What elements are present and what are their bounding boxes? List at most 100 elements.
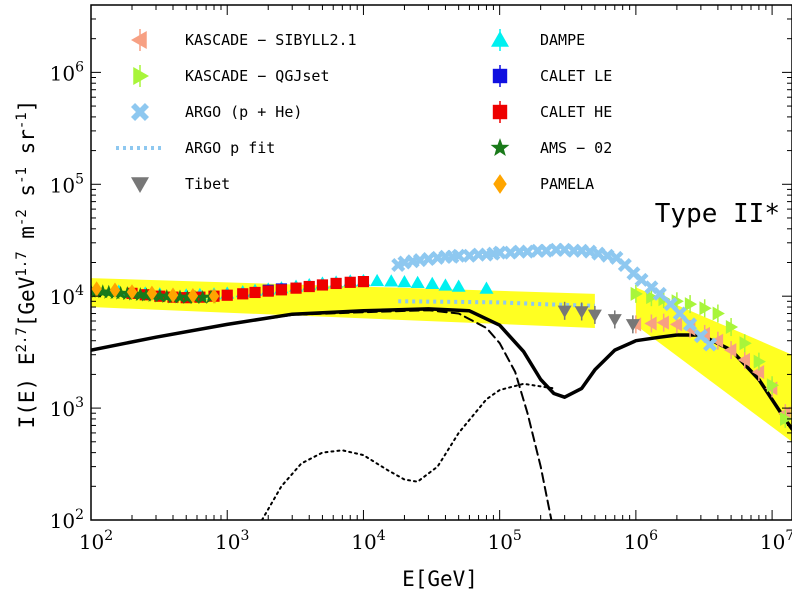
data-point-argo-p-he: [663, 297, 678, 312]
data-point-calet-he: [275, 284, 288, 296]
model-curve-dashed: [91, 309, 553, 520]
data-point-dampe: [425, 276, 440, 290]
legend-label-tibet: Tibet: [185, 175, 230, 193]
data-point-kascade-sibyll2-1: [751, 365, 765, 380]
data-point-pamela: [146, 285, 158, 302]
data-point-calet-he: [237, 288, 249, 300]
legend-swatch-kascade-qgjset: [133, 67, 149, 85]
data-point-dampe: [479, 281, 494, 294]
data-point-ams-02: [195, 290, 210, 304]
legend-label-kascade-qgjset: KASCADE − QGJset: [185, 67, 330, 85]
x-tick-label: 103: [215, 528, 249, 554]
data-point-argo-p-he: [672, 306, 687, 321]
y-tick-label: 104: [50, 283, 84, 309]
points-layer: [91, 242, 792, 428]
data-point-argo-p-he: [652, 286, 667, 301]
data-point-kascade-sibyll2-1: [737, 352, 751, 367]
type-annotation: Type II*: [655, 199, 780, 229]
legend-swatch-kascade-sibyll2-1: [131, 31, 147, 49]
data-point-dampe: [397, 274, 412, 288]
legend: KASCADE − SIBYLL2.1 KASCADE − QGJset ARGO …: [116, 29, 612, 194]
data-point-kascade-qgjset: [646, 290, 659, 305]
data-point-pamela: [91, 281, 102, 297]
legend-label-argo-p-fit: ARGO p fit: [185, 139, 275, 157]
data-point-calet-he: [290, 282, 302, 294]
data-point-calet-he: [330, 277, 342, 290]
legend-label-dampe: DAMPE: [540, 31, 585, 49]
data-point-ams-02: [101, 284, 117, 299]
x-tick-label: 107: [760, 528, 792, 554]
x-tick-label: 105: [487, 528, 521, 554]
data-point-dampe: [410, 275, 425, 288]
x-axis-title: E[GeV]: [402, 567, 478, 591]
data-point-kascade-sibyll2-1: [724, 343, 737, 358]
data-point-ams-02: [139, 287, 154, 302]
data-point-argo-p-he: [600, 248, 615, 263]
data-point-tibet: [587, 309, 602, 322]
data-point-tibet: [574, 306, 589, 319]
x-tick-label: 106: [624, 528, 658, 554]
legend-label-argo-p-he: ARGO (p + He): [185, 103, 302, 121]
y-tick-label: 102: [50, 507, 84, 533]
y-tick-label: 103: [50, 395, 84, 421]
data-point-pamela: [208, 288, 220, 304]
data-point-calet-he: [249, 286, 261, 299]
data-point-kascade-qgjset: [739, 336, 752, 351]
legend-swatch-calet-le: [492, 68, 508, 84]
data-point-argo-p-he: [451, 248, 466, 263]
data-point-argo-p-he: [591, 246, 606, 261]
data-point-dampe: [438, 278, 453, 291]
data-point-ams-02: [95, 284, 111, 299]
legend-label-calet-he: CALET HE: [540, 103, 612, 121]
model-curve-solid: [91, 307, 792, 431]
legend-label-ams-02: AMS − 02: [540, 139, 612, 157]
data-point-ams-02: [133, 287, 148, 301]
curve-layer: [91, 307, 792, 520]
data-point-kascade-qgjset: [630, 286, 643, 301]
data-point-kascade-qgjset: [753, 354, 766, 369]
data-point-calet-he: [303, 280, 315, 293]
data-point-dampe: [384, 274, 399, 287]
legend-swatch-argo-p-he: [131, 103, 149, 121]
data-point-ams-02: [180, 290, 195, 304]
data-point-kascade-sibyll2-1: [669, 317, 683, 332]
data-point-argo-p-he: [520, 244, 535, 259]
data-point-argo-p-he: [702, 337, 717, 352]
data-point-ams-02: [172, 289, 188, 304]
data-point-argo-p-he: [683, 317, 698, 332]
legend-label-kascade-sibyll2-1: KASCADE − SIBYLL2.1: [185, 31, 357, 49]
plot-area: [91, 242, 792, 520]
data-point-kascade-qgjset: [684, 297, 698, 312]
legend-swatch-dampe: [491, 31, 509, 47]
data-point-tibet: [625, 319, 640, 332]
legend-swatch-tibet: [131, 177, 149, 193]
data-point-kascade-qgjset: [699, 301, 712, 316]
y-axis-title: I(E) E2.7[GeV1.7 m-2 s-1 sr-1]: [14, 100, 39, 429]
data-point-pamela: [187, 288, 199, 304]
y-tick-label: 106: [50, 59, 84, 85]
y-tick-label: 105: [50, 171, 84, 197]
legend-swatch-ams-02: [490, 138, 510, 156]
legend-label-pamela: PAMELA: [540, 175, 594, 193]
data-point-tibet: [607, 314, 622, 327]
x-tick-label: 104: [351, 528, 385, 554]
legend-swatch-calet-he: [492, 104, 508, 120]
data-point-calet-he: [262, 285, 274, 297]
data-point-calet-he: [316, 279, 329, 291]
data-point-pamela: [126, 284, 138, 300]
data-point-kascade-sibyll2-1: [710, 333, 724, 348]
data-point-ams-02: [159, 289, 175, 303]
data-point-ams-02: [113, 285, 128, 300]
data-point-kascade-qgjset: [712, 306, 725, 321]
legend-swatch-pamela: [493, 174, 507, 194]
data-point-kascade-qgjset: [780, 411, 792, 426]
data-point-calet-he: [357, 276, 370, 288]
model-curve-dotted: [261, 382, 555, 520]
data-point-argo-p-he: [492, 245, 507, 260]
data-point-ams-02: [152, 288, 168, 303]
data-point-kascade-qgjset: [766, 378, 780, 393]
data-point-kascade-sibyll2-1: [644, 316, 657, 331]
data-point-kascade-sibyll2-1: [656, 315, 669, 330]
ticks-layer: 102 103 104 105 106 107 102 103 104 105 106: [50, 4, 792, 554]
